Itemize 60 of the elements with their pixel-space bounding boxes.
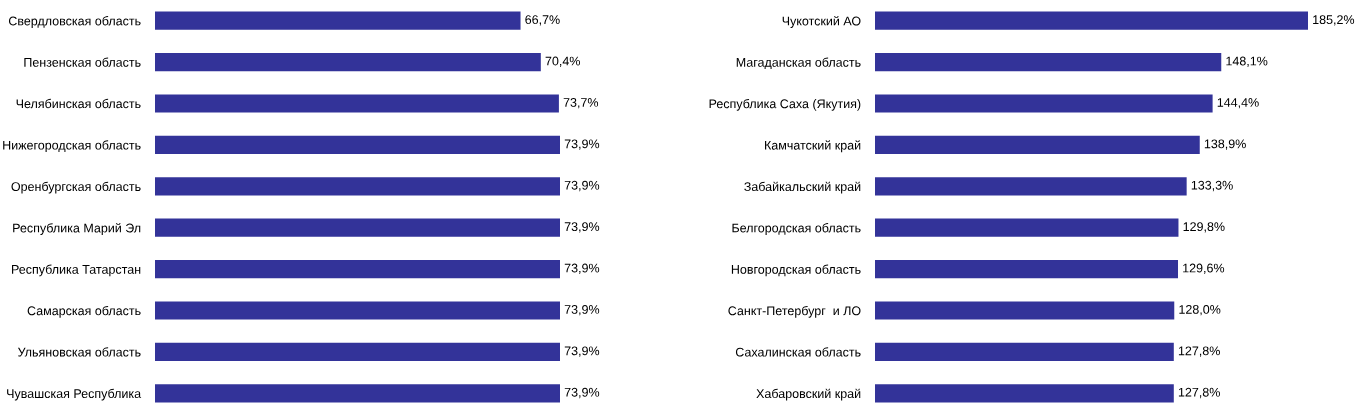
bar bbox=[875, 177, 1187, 196]
bar bbox=[155, 52, 541, 72]
data-label: 73,9% bbox=[564, 346, 600, 357]
bar bbox=[875, 342, 1174, 362]
y-tick-label: Ульяновская область bbox=[17, 347, 141, 357]
data-label: 73,9% bbox=[564, 180, 600, 192]
bar bbox=[875, 11, 1308, 30]
data-label: 73,9% bbox=[564, 305, 600, 316]
bar bbox=[875, 301, 1175, 320]
bar bbox=[875, 259, 1179, 279]
y-tick-label: Хабаровский край bbox=[756, 388, 861, 401]
data-label: 73,9% bbox=[564, 139, 600, 150]
bar bbox=[155, 11, 521, 30]
y-tick-label: Магаданская область bbox=[736, 57, 861, 70]
data-label: 138,9% bbox=[1204, 139, 1246, 150]
data-label: 129,8% bbox=[1183, 222, 1225, 233]
bar bbox=[155, 135, 560, 155]
y-tick-label: Камчатский край bbox=[765, 140, 861, 153]
y-tick-label: Сахалинская область bbox=[735, 347, 861, 357]
y-tick-label: Челябинская область bbox=[16, 98, 141, 109]
y-tick-label: Новгородская область bbox=[731, 264, 861, 277]
data-label: 66,7% bbox=[525, 15, 560, 26]
y-tick-label: Белгородская область bbox=[732, 223, 861, 235]
bar bbox=[875, 135, 1200, 155]
y-tick-label: Республика Саха (Якутия) bbox=[709, 98, 861, 111]
data-label: 70,4% bbox=[545, 56, 580, 67]
bar bbox=[875, 52, 1222, 72]
y-tick-label: Свердловская область bbox=[8, 16, 141, 28]
data-label: 148,1% bbox=[1226, 56, 1268, 67]
bar bbox=[155, 384, 560, 403]
data-label: 128,0% bbox=[1179, 305, 1221, 316]
data-label: 144,4% bbox=[1217, 98, 1259, 109]
y-tick-label: Республика Марий Эл bbox=[13, 223, 141, 235]
data-label: 127,8% bbox=[1178, 387, 1220, 399]
data-label: 185,2% bbox=[1313, 15, 1355, 26]
data-label: 73,9% bbox=[564, 387, 600, 399]
bar bbox=[155, 177, 560, 196]
y-tick-label: Санкт-Петербург и ЛО bbox=[728, 305, 861, 318]
y-tick-label: Чувашская Республика bbox=[7, 388, 142, 401]
y-tick-label: Нижегородская область bbox=[3, 140, 141, 153]
data-label: 73,9% bbox=[564, 222, 600, 233]
bar bbox=[155, 342, 560, 362]
bar bbox=[155, 218, 560, 237]
y-tick-label: Оренбургская область bbox=[11, 181, 141, 194]
bar bbox=[155, 94, 559, 113]
data-label: 133,3% bbox=[1191, 180, 1233, 192]
bar bbox=[155, 301, 560, 320]
bar bbox=[875, 218, 1179, 237]
y-tick-label: Самарская область bbox=[27, 305, 141, 318]
data-label: 73,7% bbox=[563, 98, 599, 109]
data-label: 127,8% bbox=[1178, 346, 1220, 357]
y-tick-label: Забайкальский край bbox=[744, 181, 861, 194]
y-tick-label: Чукотский АО bbox=[782, 16, 861, 28]
y-tick-label: Пензенская область bbox=[24, 57, 141, 67]
y-tick-label: Республика Татарстан bbox=[12, 264, 141, 277]
data-label: 129,6% bbox=[1183, 263, 1225, 274]
bar bbox=[875, 384, 1174, 403]
bar bbox=[155, 259, 560, 279]
bar bbox=[875, 94, 1213, 113]
data-label: 73,9% bbox=[564, 263, 600, 274]
